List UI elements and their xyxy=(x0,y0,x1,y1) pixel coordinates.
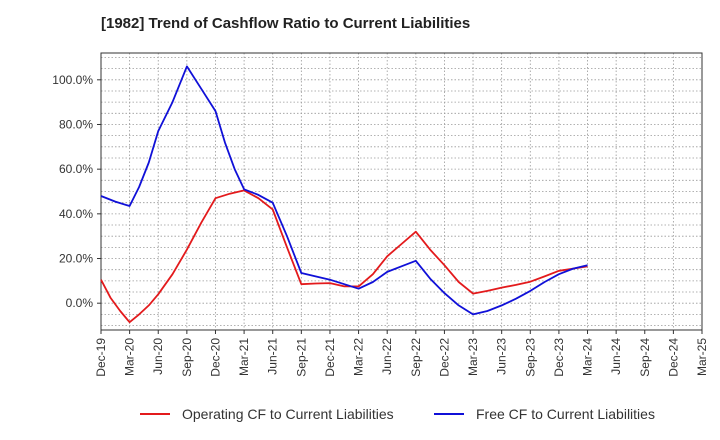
x-tick-label: Sep-23 xyxy=(523,338,537,377)
plot-border xyxy=(100,52,703,331)
x-tick-label: Sep-24 xyxy=(638,338,652,377)
x-tick-label: Dec-22 xyxy=(437,338,451,377)
x-tick-label: Dec-24 xyxy=(666,338,680,377)
legend-label-0: Operating CF to Current Liabilities xyxy=(182,406,394,422)
x-tick-label: Dec-20 xyxy=(208,338,222,377)
x-tick-label: Dec-19 xyxy=(94,338,108,377)
y-tick-label: 80.0% xyxy=(59,117,93,131)
series-line-0 xyxy=(100,189,588,324)
x-tick-label: Jun-23 xyxy=(495,338,509,375)
x-tick-label: Sep-22 xyxy=(409,338,423,377)
x-tick-label: Jun-20 xyxy=(151,338,165,375)
x-tick-label: Jun-22 xyxy=(380,338,394,375)
y-tick-label: 20.0% xyxy=(59,252,93,266)
x-tick-label: Jun-24 xyxy=(609,338,623,375)
plot-area xyxy=(101,53,702,330)
x-tick-label: Sep-20 xyxy=(180,338,194,377)
x-tick-label: Sep-21 xyxy=(294,338,308,377)
x-tick-label: Dec-21 xyxy=(323,338,337,377)
y-tick-label: 100.0% xyxy=(52,73,93,87)
x-tick-label: Mar-25 xyxy=(695,338,709,376)
y-tick-label: 0.0% xyxy=(66,296,94,310)
series-line-1 xyxy=(100,65,588,316)
x-tick-label: Mar-20 xyxy=(123,338,137,376)
x-tick-label: Jun-21 xyxy=(266,338,280,375)
chart-title: [1982] Trend of Cashflow Ratio to Curren… xyxy=(101,15,471,32)
x-tick-label: Mar-24 xyxy=(581,338,595,376)
x-tick-label: Mar-21 xyxy=(237,338,251,376)
y-tick-label: 40.0% xyxy=(59,207,93,221)
legend-label-1: Free CF to Current Liabilities xyxy=(476,406,655,422)
x-tick-label: Mar-23 xyxy=(466,338,480,376)
y-tick-label: 60.0% xyxy=(59,162,93,176)
x-tick-label: Dec-23 xyxy=(552,338,566,377)
x-tick-label: Mar-22 xyxy=(352,338,366,376)
